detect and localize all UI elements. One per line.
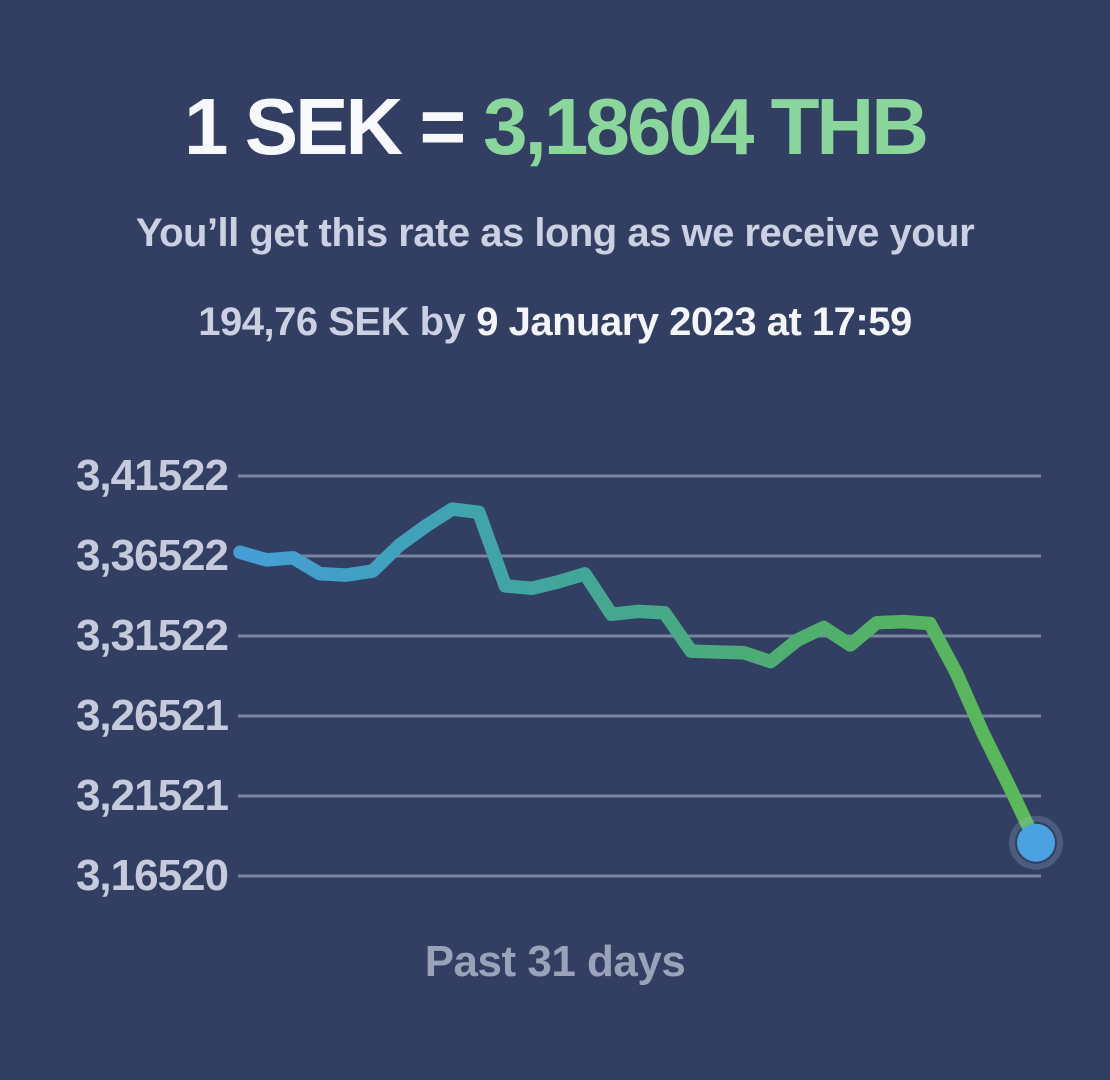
gridlines: [238, 474, 1041, 878]
guarantee-amount: 194,76 SEK by: [198, 300, 466, 344]
y-axis-tick-5: 3,21521: [75, 771, 229, 820]
rate-quote-amount: 3,18604 THB: [483, 82, 929, 171]
y-axis-tick-4: 3,26521: [75, 691, 229, 740]
current-rate-dot: [1017, 823, 1055, 862]
guarantee-text-line1: You’ll get this rate as long as we recei…: [135, 211, 975, 255]
guarantee-deadline: 9 January 2023 at 17:59: [476, 300, 912, 344]
y-axis-tick-6: 3,16520: [75, 851, 229, 900]
rate-headline: 1 SEK = 3,18604 THB: [0, 75, 1110, 179]
guarantee-text-line2: 194,76 SEK by 9 January 2023 at 17:59: [0, 296, 1110, 348]
rate-base-amount: 1 SEK =: [184, 82, 466, 171]
y-axis-tick-1: 3,41522: [75, 451, 229, 500]
current-rate-dot-halo: [1009, 815, 1063, 870]
y-axis-tick-2: 3,36522: [75, 531, 229, 580]
chart-x-label: Past 31 days: [424, 937, 686, 986]
rate-line: [233, 502, 1043, 850]
y-axis-tick-3: 3,31522: [75, 611, 229, 660]
